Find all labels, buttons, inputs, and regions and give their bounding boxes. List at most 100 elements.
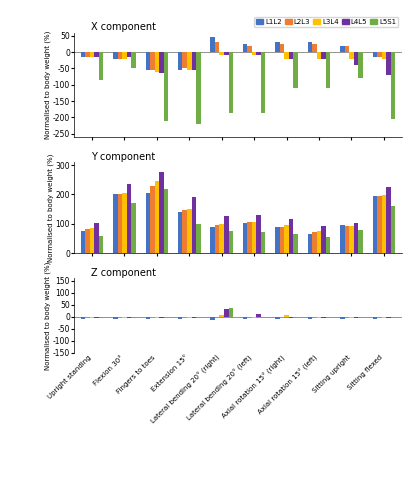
Bar [382,52,386,59]
Bar [321,316,326,318]
Bar [90,228,94,253]
Bar [354,316,358,318]
Bar [81,52,85,57]
Bar [391,206,395,253]
Text: Y component: Y component [91,152,155,162]
Bar [159,52,164,74]
Bar [391,52,395,119]
Bar [344,316,349,318]
Bar [284,52,289,59]
Bar [145,316,150,319]
Bar [131,204,136,253]
Bar [90,52,94,57]
Bar [224,216,229,253]
Bar [354,222,358,253]
Bar [154,316,159,318]
Bar [113,52,117,59]
Bar [252,52,256,56]
Bar [117,194,122,253]
Bar [122,52,127,59]
Bar [261,232,265,253]
Bar [289,218,293,253]
Bar [358,52,363,78]
Bar [154,180,159,253]
Bar [150,186,154,253]
Bar [308,316,312,319]
Bar [261,52,265,112]
Bar [90,316,94,318]
Bar [321,226,326,253]
Bar [154,52,159,72]
Bar [94,52,99,57]
Bar [382,196,386,253]
Bar [275,42,280,52]
Bar [178,212,183,253]
Bar [94,316,99,318]
Bar [256,314,261,316]
Bar [211,316,215,320]
Bar [289,316,293,318]
Bar [256,215,261,253]
Bar [196,224,201,253]
Bar [229,308,233,316]
Bar [284,226,289,253]
Bar [340,226,344,253]
Bar [229,52,233,112]
Bar [81,231,85,253]
Bar [349,316,354,318]
Bar [178,316,183,319]
Bar [113,194,117,253]
Bar [275,316,280,319]
Bar [252,222,256,253]
Bar [145,193,150,253]
Bar [85,316,90,318]
Legend: L1L2, L2L3, L3L4, L4L5, L5S1: L1L2, L2L3, L3L4, L4L5, L5S1 [254,16,398,27]
Bar [358,230,363,253]
Bar [178,52,183,70]
Bar [131,316,136,318]
Bar [293,234,298,253]
Y-axis label: Normalised to body weight (%): Normalised to body weight (%) [47,154,54,262]
Bar [150,316,154,318]
Bar [326,237,330,253]
Bar [308,42,312,52]
Bar [243,316,247,319]
Bar [81,316,85,319]
Bar [196,316,201,318]
Bar [382,316,386,318]
Bar [256,52,261,56]
Bar [280,44,284,52]
Y-axis label: Normalised to body weight (%): Normalised to body weight (%) [45,261,52,370]
Bar [377,196,382,253]
Text: Z component: Z component [91,268,156,278]
Bar [321,52,326,59]
Bar [117,316,122,318]
Bar [127,52,131,57]
Bar [377,52,382,57]
Bar [99,316,103,318]
Bar [386,316,391,318]
Bar [317,316,321,318]
Bar [131,52,136,68]
Bar [159,316,164,318]
Bar [159,172,164,253]
Bar [386,187,391,253]
Bar [289,52,293,59]
Bar [372,196,377,253]
Bar [122,193,127,253]
Bar [386,52,391,75]
Bar [317,52,321,59]
Bar [145,52,150,70]
Bar [187,209,192,253]
Bar [308,234,312,253]
Bar [211,228,215,253]
Bar [183,316,187,318]
Bar [252,316,256,318]
Bar [99,236,103,253]
Bar [312,44,317,52]
Bar [85,52,90,57]
Bar [187,52,192,70]
Bar [243,223,247,253]
Bar [312,316,317,318]
Bar [192,197,196,253]
